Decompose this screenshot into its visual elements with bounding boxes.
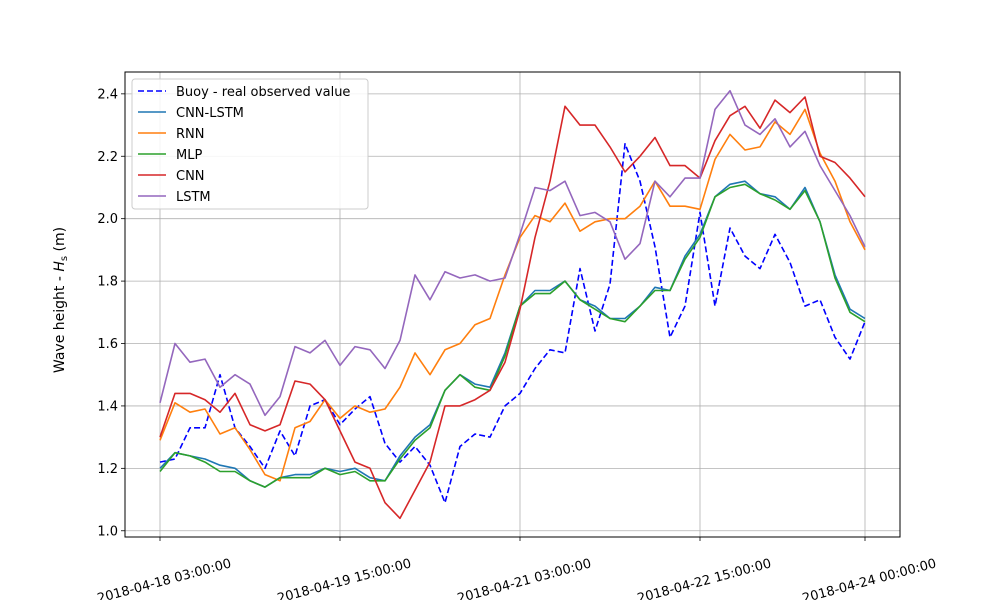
series-line-buoy-real-observed-value — [159, 143, 866, 504]
y-tick-label: 1.0 — [97, 524, 118, 539]
y-tick-label: 2.2 — [97, 150, 118, 165]
plot-frame — [124, 71, 901, 538]
y-axis-label-text: Wave height - — [52, 272, 68, 373]
legend: Buoy - real observed value CNN-LSTM RNN MLP… — [131, 78, 369, 210]
y-axis-label: Wave height - Hs (m) — [52, 227, 70, 373]
legend-label: Buoy - real observed value — [176, 85, 350, 100]
legend-box — [131, 78, 369, 210]
series-line-cnn — [159, 96, 866, 520]
legend-label: RNN — [176, 127, 204, 142]
legend-label: CNN-LSTM — [176, 106, 244, 121]
y-tick-label: 1.2 — [97, 462, 118, 477]
y-axis-label-unit: (m) — [52, 227, 68, 256]
legend-label: CNN — [176, 169, 205, 184]
series-line-lstm — [159, 89, 866, 417]
series-line-mlp — [159, 183, 866, 488]
legend-label: MLP — [176, 148, 202, 163]
y-tick-label: 1.4 — [97, 399, 118, 414]
y-tick-label: 2.4 — [97, 87, 118, 102]
y-axis-label-symbol: H — [52, 261, 68, 272]
y-axis-label-subscript: s — [59, 256, 70, 261]
series-lines — [159, 89, 866, 520]
y-tick-label: 2.0 — [97, 212, 118, 227]
y-tick-label: 1.8 — [97, 275, 118, 290]
y-tick-label: 1.6 — [97, 337, 118, 352]
legend-label: LSTM — [176, 190, 211, 205]
